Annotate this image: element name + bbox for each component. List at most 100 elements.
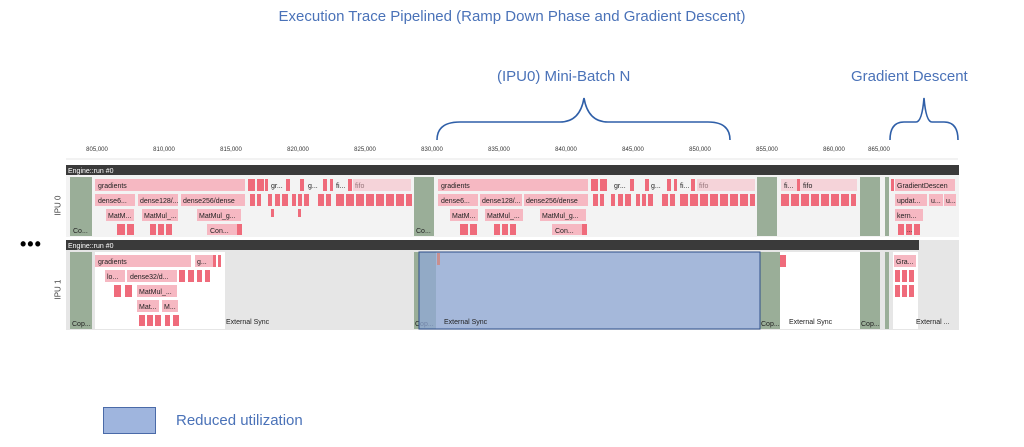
ipu0-dense128-label: dense128/... [482,198,521,205]
ipu0-matmul-bar [106,209,134,221]
ipu1-gradients-label: gradients [98,259,127,266]
ipu0-fifo-label: fifo [803,183,812,190]
ipu0-con-label: Con... [210,228,229,235]
ipu1-lo-bar [105,270,125,282]
axis-tick: 850,000 [689,147,711,153]
ipu0-updat-label: updat... [897,198,920,205]
ipu1-copy-label: Cop... [761,321,780,328]
ipu0-dense256-bar [181,194,245,206]
ipu0-dense6-label: dense6... [98,198,127,205]
axis-tick: 865,000 [868,147,890,153]
ipu0-u-bar [944,194,956,206]
ipu0-con-bar [207,224,237,235]
ipu0-fifo-bar [353,179,411,191]
axis-tick: 855,000 [756,147,778,153]
ipu1-header-bar [66,240,919,250]
ipu0-u-bar [929,194,943,206]
ipu1-kernel-marks [114,255,914,326]
ipu1-gra-label: Gra... [896,259,914,266]
ipu1-white-area [780,252,860,329]
ipu1-copy-block [885,252,889,329]
ipu0-dense128-label: dense128/... [140,198,179,205]
ipu0-gr-label: gr... [614,183,626,190]
ipu0-gradients-label: gradients [98,183,127,190]
ipu1-gradients-bar [95,255,191,267]
axis-tick: 810,000 [153,147,175,153]
ipu1-marker [437,253,440,265]
reduced-utilization-region [418,251,761,330]
ipu0-matmul-bar [142,209,178,221]
minibatch-brace [436,97,731,141]
ipu0-copy-block [885,177,889,236]
ipu0-graddesc-bar [895,179,955,191]
ipu0-dense256-label: dense256/dense [526,198,578,205]
ipu1-g-bar [195,255,213,267]
ipu0-label: IPU 0 [53,195,63,216]
ipu0-copy-block [860,177,880,236]
ipu1-m-bar [162,300,178,312]
ipu0-gradients-bar [95,179,245,191]
axis-tick: 860,000 [823,147,845,153]
ipu1-copy-block [760,252,780,329]
ipu0-header-bar [66,165,959,175]
ipu0-copy-block [70,177,92,236]
ipu1-dense32-bar [127,270,177,282]
ipu1-mat-label: Mat... [139,304,157,311]
ipu0-kernel-marks [891,179,920,235]
ipu0-kern-bar [895,209,923,221]
ipu0-copy-block [757,177,777,236]
ipu0-matmul-label: MatM... [108,213,131,220]
ipu1-matmul-bar [137,285,177,297]
ipu0-kernel-marks [117,179,412,235]
ipu0-fi-label: fi... [680,183,689,190]
ipu1-matmul-label: MatMul_... [139,289,172,296]
ipu0-fifo-bar [697,179,755,191]
ipu1-external-sync-label: External Sync [789,319,833,326]
ipu1-copy-label: Cop... [861,321,880,328]
ipu0-matmul-bar [450,209,478,221]
ipu0-matmul-bar [197,209,241,221]
ipu0-matmul-label: MatMul_g... [542,213,579,220]
ipu0-con-label: Con... [555,228,574,235]
ipu0-dense256-bar [524,194,588,206]
ipu0-copy-label: Co... [416,228,431,235]
ipu0-matmul-bar [485,209,523,221]
ipu0-con-bar [552,224,582,235]
ipu1-label: IPU 1 [53,279,63,300]
axis-tick: 835,000 [488,147,510,153]
axis-tick: 825,000 [354,147,376,153]
ipu0-matmul-label: MatMul_g... [199,213,236,220]
ipu0-dense6-bar [438,194,478,206]
ipu1-gra-bar [894,255,916,267]
ipu0-kernel-marks [460,179,755,235]
ipu1-header-text: Engine::run #0 [68,243,114,250]
ipu0-kernel-marks [781,179,856,206]
ipu1-external-sync-label: External ... [916,319,950,326]
axis-tick: 845,000 [622,147,644,153]
ipu1-mat-bar [137,300,159,312]
ipu0-dense256-label: dense256/dense [183,198,235,205]
ipu0-u-label: u... [946,198,956,205]
legend-swatch [103,407,156,434]
axis-tick: 830,000 [421,147,443,153]
gradient-descent-brace [889,97,959,141]
ipu0-dense6-label: dense6... [441,198,470,205]
ipu0-header-text: Engine::run #0 [68,168,114,175]
ipu1-external-sync-label: External Sync [226,319,270,326]
ipu0-dense128-bar [138,194,178,206]
legend-label: Reduced utilization [176,412,303,429]
ipu1-copy-block [860,252,880,329]
ipu0-matmul-bar [540,209,586,221]
ipu0-g-label: g... [308,183,318,190]
ipu0-gradients-bar [438,179,588,191]
page-title: Execution Trace Pipelined (Ramp Down Pha… [278,8,746,25]
minibatch-annotation: (IPU0) Mini-Batch N [497,68,631,85]
ipu0-kern-label: kern... [897,213,917,220]
ipu0-matmul-label: MatMul_... [144,213,177,220]
ipu0-ellipsis-label: ... [907,228,912,234]
ipu1-m-label: M... [164,304,176,311]
gradient-descent-annotation: Gradient Descent [851,68,968,85]
axis-tick: 815,000 [220,147,242,153]
left-ellipsis: ••• [20,234,42,254]
